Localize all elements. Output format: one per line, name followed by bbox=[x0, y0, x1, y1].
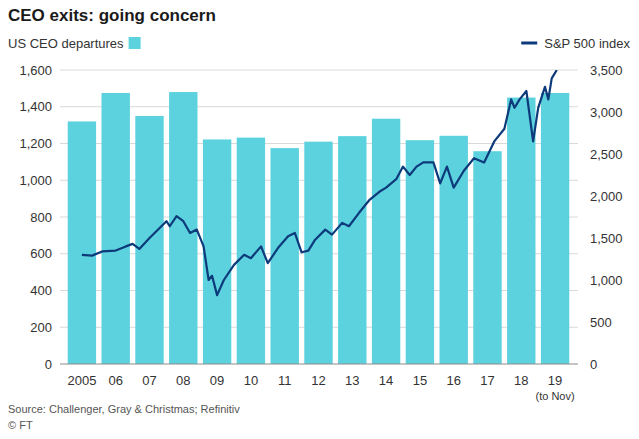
bar bbox=[541, 93, 569, 364]
legend-swatch bbox=[521, 42, 537, 45]
x-tick-label: 06 bbox=[108, 373, 122, 388]
legend-label: S&P 500 index bbox=[544, 36, 630, 51]
x-tick-label: 14 bbox=[379, 373, 393, 388]
y2-tick bbox=[578, 322, 582, 323]
y-tick-label: 1,000 bbox=[19, 173, 52, 188]
source: Source: Challenger, Gray & Christmas; Re… bbox=[8, 403, 240, 415]
credit: © FT bbox=[8, 419, 33, 431]
y2-tick-label: 3,500 bbox=[590, 63, 623, 78]
bar bbox=[203, 139, 231, 364]
legend-swatch bbox=[129, 37, 141, 49]
bar bbox=[102, 93, 130, 364]
y-tick-label: 0 bbox=[45, 357, 52, 372]
y2-tick-label: 0 bbox=[590, 357, 597, 372]
x-tick-label: 11 bbox=[278, 373, 292, 388]
bar bbox=[304, 142, 332, 364]
chart: CEO exits: going concern 0 200 400 600 800 1,0… bbox=[0, 0, 639, 439]
grid-line bbox=[60, 106, 578, 107]
x-tick-label: 2005 bbox=[67, 373, 96, 388]
page: {"chart_data": { "type": "bar", "title":… bbox=[0, 0, 639, 439]
y2-tick-label: 1,000 bbox=[590, 273, 623, 288]
bar bbox=[507, 98, 535, 364]
bar bbox=[68, 121, 96, 364]
bar bbox=[169, 92, 197, 364]
annotation: (to Nov) bbox=[536, 390, 575, 402]
grid-line bbox=[60, 70, 578, 71]
y2-tick-label: 1,500 bbox=[590, 231, 623, 246]
x-tick-label: 15 bbox=[413, 373, 427, 388]
y2-tick bbox=[578, 238, 582, 239]
y2-tick-label: 3,000 bbox=[590, 105, 623, 120]
bar bbox=[372, 119, 400, 364]
bar bbox=[271, 148, 299, 364]
x-tick-label: 12 bbox=[311, 373, 325, 388]
y2-tick-label: 2,500 bbox=[590, 147, 623, 162]
y2-tick bbox=[578, 196, 582, 197]
x-tick-label: 09 bbox=[210, 373, 224, 388]
y2-tick bbox=[578, 280, 582, 281]
baseline bbox=[60, 364, 578, 365]
y-tick-label: 1,400 bbox=[19, 99, 52, 114]
y-tick-label: 200 bbox=[30, 320, 52, 335]
x-tick-label: 13 bbox=[345, 373, 359, 388]
y-tick-label: 1,200 bbox=[19, 136, 52, 151]
legend-label: US CEO departures bbox=[8, 36, 124, 51]
x-tick-label: 10 bbox=[244, 373, 258, 388]
x-tick-label: 18 bbox=[514, 373, 528, 388]
marks bbox=[68, 70, 570, 364]
bar bbox=[338, 136, 366, 364]
x-tick-label: 16 bbox=[446, 373, 460, 388]
y2-tick bbox=[578, 70, 582, 71]
bar bbox=[473, 151, 501, 364]
y-tick-label: 600 bbox=[30, 246, 52, 261]
y-tick-label: 400 bbox=[30, 283, 52, 298]
line bbox=[82, 70, 557, 295]
bar bbox=[135, 116, 163, 364]
bar bbox=[237, 138, 265, 364]
x-tick-label: 08 bbox=[176, 373, 190, 388]
y2-tick bbox=[578, 112, 582, 113]
y-tick-label: 1,600 bbox=[19, 63, 52, 78]
y2-tick-label: 500 bbox=[590, 315, 612, 330]
x-tick-label: 19 bbox=[548, 373, 562, 388]
y2-tick bbox=[578, 154, 582, 155]
x-tick-label: 17 bbox=[480, 373, 494, 388]
y-tick-label: 800 bbox=[30, 210, 52, 225]
y2-tick-label: 2,000 bbox=[590, 189, 623, 204]
title: CEO exits: going concern bbox=[8, 6, 216, 25]
x-tick-label: 07 bbox=[142, 373, 156, 388]
y2-tick bbox=[578, 364, 582, 365]
